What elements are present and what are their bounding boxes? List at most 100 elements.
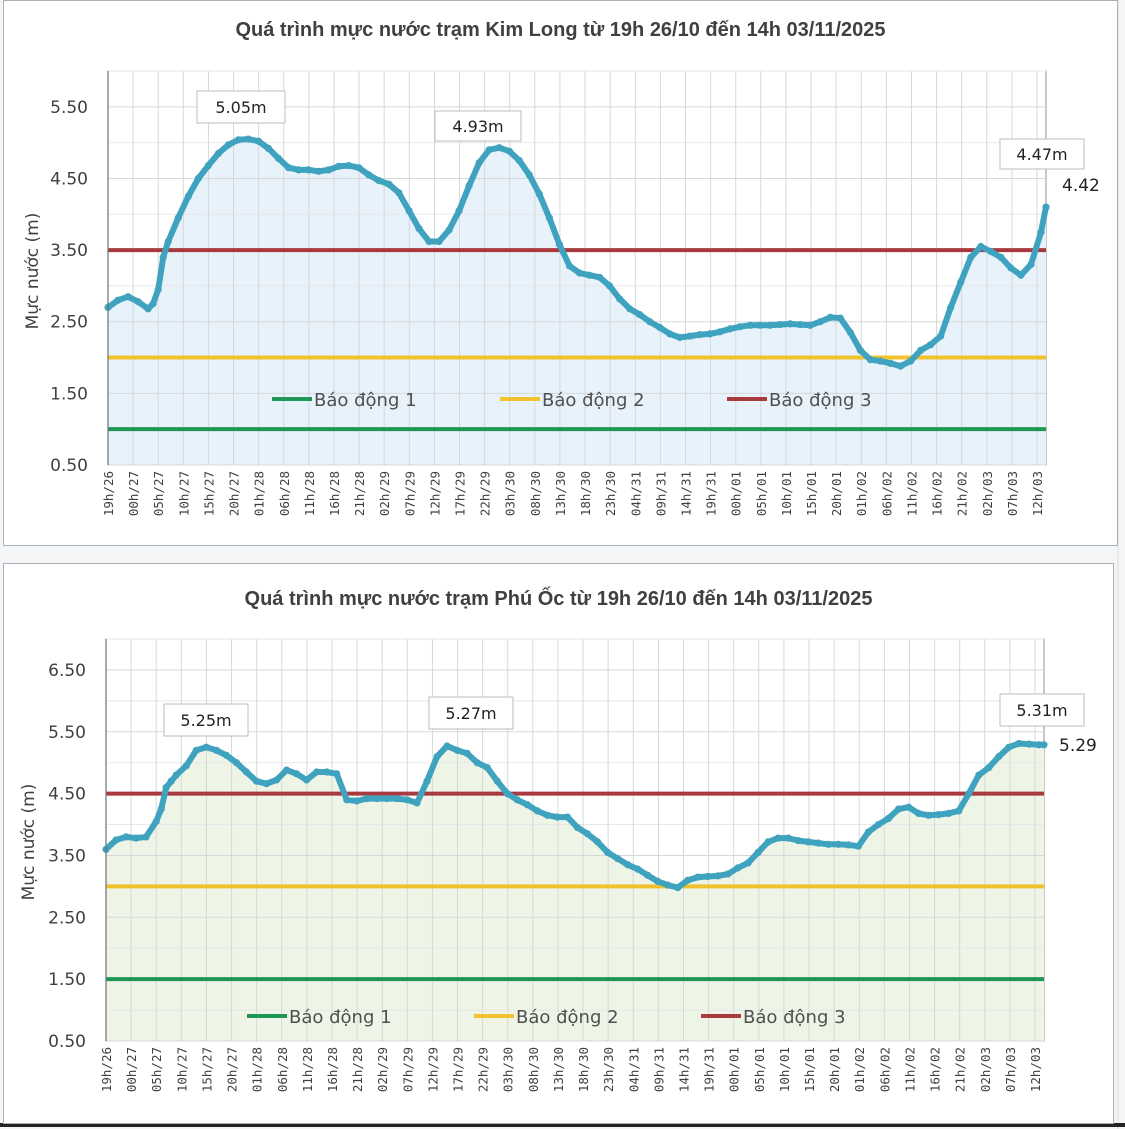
data-point bbox=[947, 303, 955, 311]
x-tick-label: 00h/01 bbox=[729, 471, 744, 516]
x-tick-label: 18h/30 bbox=[578, 471, 593, 516]
data-point bbox=[836, 314, 844, 322]
chart-panel-phu-oc: Quá trình mực nước trạm Phú Ốc từ 19h 26… bbox=[3, 563, 1114, 1124]
data-point bbox=[977, 242, 985, 251]
x-tick-label: 15h/01 bbox=[802, 1047, 817, 1092]
x-tick-label: 19h/31 bbox=[704, 471, 719, 516]
peak-annotation: 5.05m bbox=[196, 90, 286, 124]
x-tick-label: 11h/28 bbox=[300, 1047, 315, 1092]
data-point bbox=[714, 872, 722, 880]
last-value-label: 4.42 bbox=[1062, 176, 1100, 196]
data-point bbox=[505, 147, 513, 155]
x-tick-label: 03h/30 bbox=[503, 471, 518, 516]
annotation-box bbox=[434, 110, 522, 142]
x-tick-label: 02h/29 bbox=[377, 471, 392, 516]
data-point bbox=[353, 797, 361, 805]
data-point bbox=[774, 834, 782, 842]
peak-annotation: 5.27m bbox=[428, 696, 514, 730]
x-tick-label: 07h/03 bbox=[1003, 1047, 1018, 1092]
x-tick-label: 01h/28 bbox=[250, 1047, 265, 1092]
data-point bbox=[736, 323, 744, 331]
x-tick-label: 11h/02 bbox=[902, 1047, 917, 1092]
x-tick-label: 22h/29 bbox=[476, 1047, 491, 1092]
x-tick-label: 19h/26 bbox=[99, 1047, 114, 1092]
data-point bbox=[174, 214, 182, 222]
data-point bbox=[122, 833, 130, 841]
data-point bbox=[1015, 739, 1023, 748]
data-point bbox=[363, 795, 371, 803]
data-point bbox=[124, 293, 132, 301]
data-point bbox=[435, 237, 443, 246]
data-point bbox=[594, 838, 602, 846]
data-point bbox=[866, 356, 875, 364]
data-point bbox=[214, 149, 222, 157]
data-point bbox=[222, 751, 230, 759]
y-tick-label: 1.50 bbox=[48, 970, 86, 990]
last-value-label: 5.29 bbox=[1059, 736, 1097, 756]
x-tick-label: 15h/01 bbox=[804, 471, 819, 516]
x-tick-label: 21h/28 bbox=[352, 471, 367, 516]
x-tick-label: 12h/03 bbox=[1028, 1047, 1043, 1092]
y-axis-label: Mực nước (m) bbox=[19, 784, 39, 901]
y-tick-label: 2.50 bbox=[48, 908, 86, 928]
x-tick-label: 23h/30 bbox=[601, 1047, 616, 1092]
y-tick-label: 2.50 bbox=[50, 313, 88, 333]
data-point bbox=[244, 135, 252, 143]
data-point bbox=[455, 207, 463, 215]
data-point bbox=[604, 848, 612, 856]
y-tick-label: 6.50 bbox=[48, 661, 86, 681]
x-tick-label: 16h/28 bbox=[325, 1047, 340, 1092]
data-point bbox=[616, 295, 624, 303]
x-tick-label: 07h/29 bbox=[400, 1047, 415, 1092]
x-tick-label: 15h/27 bbox=[199, 1047, 214, 1092]
data-point bbox=[644, 871, 652, 879]
data-point bbox=[764, 838, 772, 846]
data-point bbox=[182, 762, 190, 770]
x-tick-label: 10h/01 bbox=[777, 1047, 792, 1092]
data-point bbox=[864, 828, 873, 836]
x-tick-label: 00h/01 bbox=[727, 1047, 742, 1092]
data-point bbox=[654, 877, 662, 885]
annotation-label: 5.05m bbox=[215, 98, 266, 117]
data-point bbox=[443, 742, 451, 750]
data-point bbox=[1025, 740, 1033, 748]
data-point bbox=[756, 321, 764, 329]
annotation-box bbox=[999, 138, 1085, 170]
data-point bbox=[656, 323, 664, 332]
data-point bbox=[144, 305, 152, 313]
data-point bbox=[596, 273, 604, 281]
data-point bbox=[1007, 264, 1015, 272]
data-point bbox=[583, 830, 592, 838]
x-tick-label: 02h/03 bbox=[978, 1047, 993, 1092]
data-point bbox=[1040, 741, 1048, 749]
data-point bbox=[365, 171, 373, 179]
annotation-label: 5.31m bbox=[1016, 701, 1067, 720]
data-point bbox=[503, 790, 511, 798]
y-tick-label: 1.50 bbox=[50, 384, 88, 404]
x-tick-label: 05h/01 bbox=[754, 471, 769, 516]
x-tick-label: 16h/02 bbox=[928, 1047, 943, 1092]
data-point bbox=[987, 247, 995, 256]
x-tick-label: 20h/27 bbox=[225, 1047, 240, 1092]
data-point bbox=[646, 318, 654, 326]
data-point bbox=[874, 820, 883, 829]
legend-label: Báo động 2 bbox=[542, 390, 645, 411]
x-tick-label: 08h/30 bbox=[526, 1047, 541, 1092]
data-point bbox=[915, 809, 923, 817]
data-point bbox=[295, 166, 303, 174]
data-point bbox=[234, 136, 242, 144]
data-point bbox=[184, 192, 192, 200]
data-point bbox=[1037, 228, 1045, 236]
x-tick-label: 06h/02 bbox=[877, 1047, 892, 1092]
data-point bbox=[1035, 741, 1043, 749]
x-tick-label: 22h/29 bbox=[478, 471, 493, 516]
annotation-box bbox=[196, 90, 286, 124]
data-point bbox=[252, 777, 261, 785]
x-tick-label: 06h/28 bbox=[275, 1047, 290, 1092]
data-point bbox=[706, 330, 714, 338]
data-point bbox=[194, 174, 202, 183]
x-tick-label: 14h/31 bbox=[676, 1047, 691, 1092]
data-point bbox=[149, 300, 157, 308]
x-tick-label: 11h/28 bbox=[302, 471, 317, 516]
legend-label: Báo động 3 bbox=[743, 1007, 846, 1028]
